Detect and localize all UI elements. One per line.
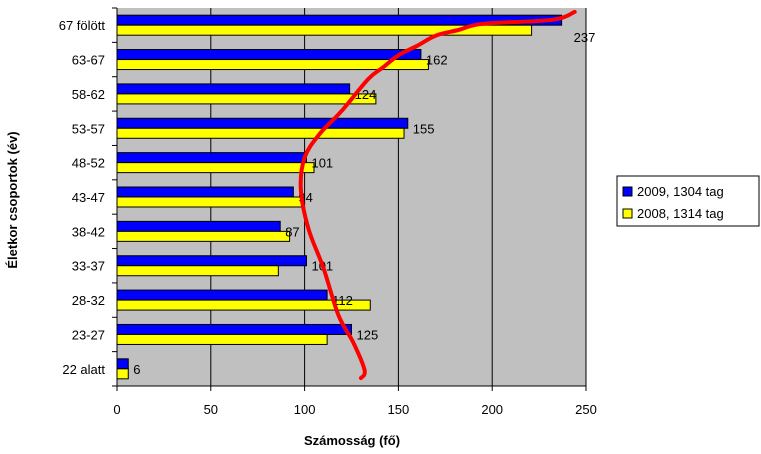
y-tick-label: 48-52 (72, 156, 105, 171)
bar-2008 (116, 333, 328, 345)
gridlines (210, 8, 587, 386)
data-label: 6 (133, 362, 140, 377)
data-label: 112 (332, 293, 353, 308)
bar-2009 (116, 255, 307, 267)
x-tick-labels: 0 50 100 150 200 250 (113, 402, 596, 417)
bar-2009 (116, 117, 409, 129)
bar-2009 (116, 220, 281, 232)
data-label: 87 (285, 224, 299, 239)
x-tick-label: 100 (294, 402, 316, 417)
data-label: 125 (357, 327, 379, 342)
bar-2008 (116, 162, 315, 174)
x-tick-label: 200 (481, 402, 503, 417)
bar-2009 (116, 49, 422, 61)
y-tick-label: 33-37 (72, 259, 105, 274)
y-tick-label: 43-47 (72, 190, 105, 205)
y-tick-label: 38-42 (72, 224, 105, 239)
bars (116, 14, 563, 380)
bar-2008 (116, 230, 291, 242)
x-tick-label: 0 (113, 402, 120, 417)
data-label: 101 (311, 156, 333, 171)
legend-box (616, 175, 760, 227)
legend-label: 2009, 1304 tag (637, 184, 724, 199)
legend: 2009, 1304 tag 2008, 1314 tag (616, 175, 760, 227)
x-axis-title: Számosság (fő) (304, 433, 400, 448)
data-label: 162 (426, 53, 448, 68)
y-tick-label: 58-62 (72, 87, 105, 102)
bar-2009 (116, 186, 294, 198)
bar-2009 (116, 323, 352, 335)
y-tick-label: 23-27 (72, 327, 105, 342)
bar-2009 (116, 152, 307, 164)
y-axis-title: Életkor csoportok (év) (5, 131, 20, 268)
data-label: 237 (574, 30, 596, 45)
y-tick-label: 67 fölött (59, 18, 106, 33)
bar-2009 (116, 358, 129, 370)
trend-curve-line (298, 9, 577, 381)
y-tick-label: 22 alatt (62, 362, 105, 377)
x-tick-label: 50 (204, 402, 218, 417)
x-tick-label: 250 (575, 402, 597, 417)
x-tick-label: 150 (388, 402, 410, 417)
y-tick-label: 63-67 (72, 53, 105, 68)
legend-swatch (622, 186, 633, 197)
bar-2008 (116, 265, 279, 277)
axes (112, 7, 587, 391)
legend-swatch (622, 208, 633, 219)
bar-2009 (116, 83, 351, 95)
y-tick-label: 28-32 (72, 293, 105, 308)
bar-2008 (116, 368, 129, 380)
y-tick-label: 53-57 (72, 121, 105, 136)
bar-2008 (116, 196, 304, 208)
bar-2008 (116, 127, 405, 139)
bar-2008 (116, 93, 377, 105)
bar-2009 (116, 289, 328, 301)
y-tick-labels: 67 fölött 63-67 58-62 53-57 48-52 43-47 38-42 3… (59, 18, 106, 377)
legend-label: 2008, 1314 tag (637, 206, 724, 221)
data-label: 155 (413, 121, 435, 136)
trend-curve (298, 9, 577, 381)
